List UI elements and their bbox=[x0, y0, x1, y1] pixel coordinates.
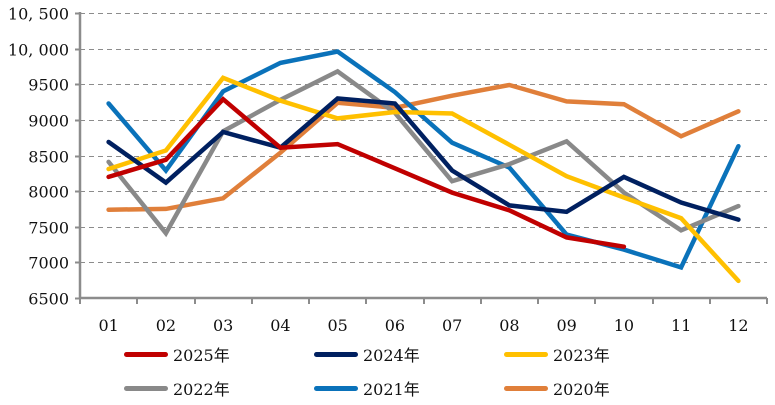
series-line-2020 bbox=[106, 82, 741, 212]
legend-item-2020[interactable]: 2020年 bbox=[504, 376, 610, 400]
y-tick-label: 8500 bbox=[28, 148, 69, 167]
legend-label: 2025年 bbox=[173, 346, 230, 365]
x-tick-label: 01 bbox=[98, 316, 118, 335]
legend-item-2022[interactable]: 2022年 bbox=[124, 376, 230, 400]
x-tick-label: 03 bbox=[213, 316, 233, 335]
x-tick-label: 10 bbox=[614, 316, 634, 335]
series-line-2021 bbox=[106, 49, 741, 271]
y-tick-label: 8000 bbox=[28, 183, 69, 202]
series-line-2025 bbox=[106, 96, 627, 249]
y-tick-label: 9000 bbox=[28, 112, 69, 131]
y-tick-label: 7500 bbox=[28, 219, 69, 238]
legend-swatch-2022 bbox=[124, 385, 168, 391]
legend-swatch-2021 bbox=[314, 385, 358, 391]
gridlines bbox=[80, 13, 767, 263]
legend-item-2023[interactable]: 2023年 bbox=[504, 342, 610, 366]
x-tick-label: 12 bbox=[728, 316, 748, 335]
legend-label: 2023年 bbox=[553, 346, 610, 365]
series-lines bbox=[106, 49, 741, 284]
x-tick-label: 06 bbox=[385, 316, 405, 335]
y-tick-label: 9500 bbox=[28, 76, 69, 95]
x-tick-label: 07 bbox=[442, 316, 462, 335]
legend-swatch-2025 bbox=[124, 351, 168, 357]
y-axis-tick-labels: 6500 7000 7500 8000 8500 9000 9500 10, 000 10, 5… bbox=[8, 5, 80, 309]
legend-label: 2021年 bbox=[363, 380, 420, 399]
y-tick-label: 7000 bbox=[28, 254, 69, 273]
series-line-2024 bbox=[106, 96, 741, 222]
x-tick-label: 09 bbox=[556, 316, 576, 335]
x-tick-label: 04 bbox=[270, 316, 290, 335]
legend-swatch-2024 bbox=[314, 351, 358, 357]
series-line-2023 bbox=[106, 75, 741, 284]
legend-item-2024[interactable]: 2024年 bbox=[314, 342, 420, 366]
legend-swatch-2023 bbox=[504, 351, 548, 357]
x-tick-label: 05 bbox=[327, 316, 347, 335]
y-tick-label: 6500 bbox=[28, 290, 69, 309]
legend-label: 2020年 bbox=[553, 380, 610, 399]
legend-swatch-2020 bbox=[504, 385, 548, 391]
legend-label: 2024年 bbox=[363, 346, 420, 365]
y-tick-label: 10, 500 bbox=[8, 5, 69, 24]
legend-label: 2022年 bbox=[173, 380, 230, 399]
x-axis: 01 02 03 04 05 06 07 08 09 10 11 12 bbox=[79, 296, 768, 335]
legend-item-2025[interactable]: 2025年 bbox=[124, 342, 230, 366]
legend-item-2021[interactable]: 2021年 bbox=[314, 376, 420, 400]
x-tick-label: 02 bbox=[156, 316, 176, 335]
x-tick-label: 11 bbox=[671, 316, 691, 335]
x-tick-label: 08 bbox=[499, 316, 519, 335]
y-tick-label: 10, 000 bbox=[8, 41, 69, 60]
